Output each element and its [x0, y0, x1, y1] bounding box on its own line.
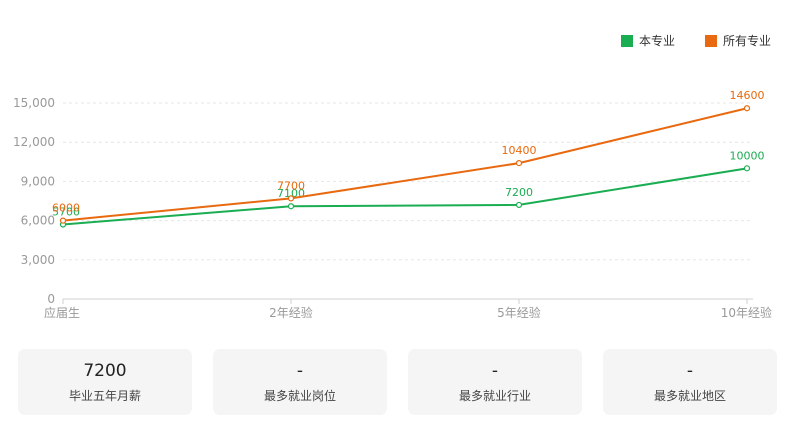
data-point [287, 203, 295, 210]
data-label: 14600 [730, 89, 765, 102]
card-top-region: - 最多就业地区 [603, 349, 777, 415]
y-tick-label: 0 [47, 292, 55, 306]
card-top-industry: - 最多就业行业 [408, 349, 582, 415]
data-label: 10400 [502, 144, 537, 157]
data-point [515, 201, 523, 209]
summary-cards: 7200 毕业五年月薪 - 最多就业岗位 - 最多就业行业 - 最多就业地区 [18, 349, 777, 415]
x-tick-label: 5年经验 [497, 305, 541, 320]
x-tick-label: 应届生 [44, 305, 80, 320]
card-value: 7200 [83, 361, 127, 381]
legend-swatch-major [620, 34, 633, 47]
card-value: - [686, 361, 694, 381]
legend-swatch-all-majors [704, 34, 717, 47]
card-label: 毕业五年月薪 [68, 389, 141, 403]
legend-item-major[interactable]: 本专业 [620, 32, 675, 49]
y-tick-label: 3,000 [21, 253, 55, 267]
data-point [59, 217, 67, 224]
y-tick-label: 6,000 [21, 214, 55, 228]
data-point [743, 105, 751, 112]
card-label: 最多就业岗位 [263, 389, 336, 403]
legend-item-all-majors[interactable]: 所有专业 [704, 32, 771, 49]
card-label: 最多就业行业 [458, 389, 531, 403]
data-label: 10000 [730, 149, 765, 162]
series-line [62, 167, 748, 226]
data-label: 5700 [52, 206, 80, 219]
data-point [743, 165, 751, 172]
y-tick-label: 9,000 [21, 174, 55, 188]
card-top-position: - 最多就业岗位 [213, 349, 387, 415]
data-label: 7200 [505, 186, 533, 199]
x-tick-label: 2年经验 [269, 305, 313, 320]
legend-label-all-majors: 所有专业 [722, 34, 771, 48]
data-label: 6000 [52, 202, 80, 215]
card-value: - [296, 361, 304, 381]
data-point [287, 195, 295, 202]
y-tick-label: 15,000 [13, 96, 55, 110]
data-label: 7700 [277, 179, 305, 192]
line-chart: 0 3,000 6,000 9,000 12,000 15,000 应届生 2年经验 5年经验 1… [13, 89, 772, 320]
card-value: - [491, 361, 499, 381]
y-tick-label: 12,000 [13, 135, 55, 149]
legend-label-major: 本专业 [638, 34, 675, 48]
salary-chart: 0 3,000 6,000 9,000 12,000 15,000 应届生 2年经验 5年经验 1… [13, 32, 772, 320]
chart-legend: 本专业 所有专业 [620, 32, 771, 49]
card-label: 最多就业地区 [653, 389, 726, 403]
data-point [515, 160, 523, 167]
series-line [62, 107, 748, 222]
card-five-year-salary: 7200 毕业五年月薪 [18, 349, 192, 415]
x-tick-label: 10年经验 [721, 305, 772, 320]
